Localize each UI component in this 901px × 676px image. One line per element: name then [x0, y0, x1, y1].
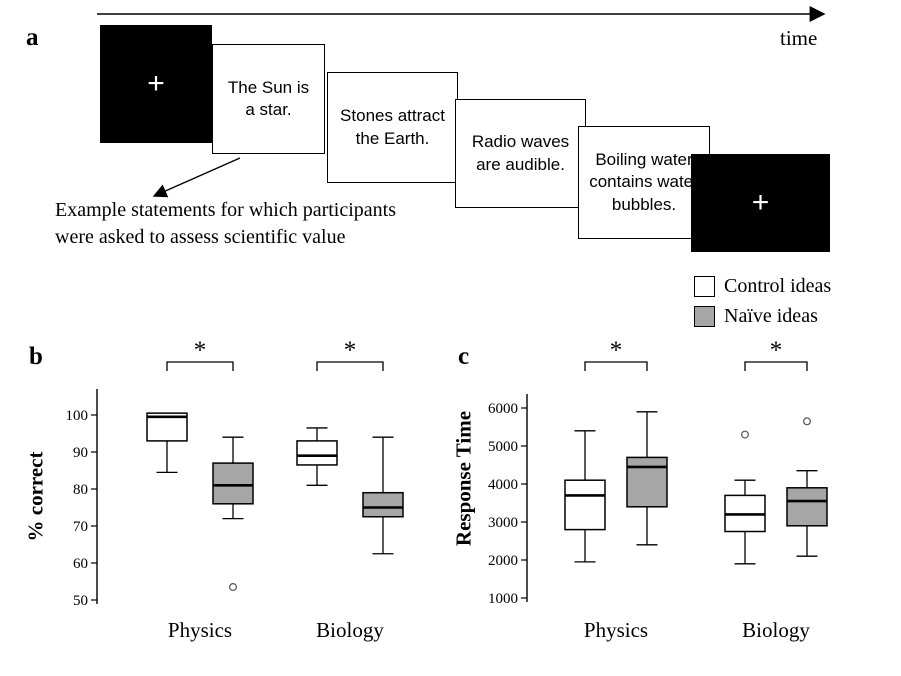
panel-a-label: a — [26, 24, 39, 51]
control-swatch — [694, 276, 715, 297]
naive-swatch — [694, 306, 715, 327]
category-label: Biology — [316, 618, 384, 642]
y-tick-label: 4000 — [488, 477, 518, 493]
time-axis-label: time — [780, 26, 818, 50]
stimulus-card-1: The Sun is a star. — [212, 44, 325, 154]
panel-b-label: b — [29, 343, 43, 370]
y-tick-label: 6000 — [488, 401, 518, 417]
stimulus-card-4: Boiling water contains water bubbles. — [578, 126, 710, 239]
y-tick-label: 70 — [73, 519, 88, 535]
y-tick-label: 60 — [73, 556, 88, 572]
legend: Control ideas Naïve ideas — [694, 275, 831, 328]
category-label: Physics — [168, 618, 232, 642]
significance-bracket — [584, 361, 648, 371]
outlier-point — [741, 430, 750, 439]
boxplot-panel-c: 1000 2000 3000 4000 5000 6000 Physics Biology * * — [488, 337, 828, 642]
significance-star: * — [770, 337, 783, 364]
fixation-screen-start: + — [100, 25, 212, 143]
panel-c-y-axis-label: Response Time — [451, 410, 476, 547]
y-tick-label: 100 — [66, 408, 89, 424]
time-arrow — [97, 6, 826, 22]
outlier-point — [803, 417, 812, 426]
fixation-screen-end: + — [691, 154, 830, 252]
caption-pointer-arrow — [152, 157, 241, 198]
significance-star: * — [610, 337, 623, 364]
y-tick-label: 1000 — [488, 591, 518, 607]
stimulus-text: Boiling water contains water bubbles. — [589, 149, 699, 214]
panel-c-label: c — [458, 343, 470, 370]
y-tick-label: 3000 — [488, 515, 518, 531]
category-label: Biology — [742, 618, 810, 642]
significance-bracket — [166, 361, 234, 371]
category-label: Physics — [584, 618, 648, 642]
legend-label: Control ideas — [724, 275, 832, 297]
y-tick-label: 80 — [73, 482, 88, 498]
box — [296, 440, 338, 466]
y-tick-label: 2000 — [488, 553, 518, 569]
stimulus-text: Radio waves are audible. — [471, 132, 570, 174]
stimulus-card-2: Stones attract the Earth. — [327, 72, 458, 183]
significance-bracket — [744, 361, 808, 371]
legend-item-naive: Naïve ideas — [694, 305, 831, 328]
legend-item-control: Control ideas — [694, 275, 831, 298]
fixation-cross: + — [147, 67, 165, 100]
box — [362, 491, 404, 518]
panel-a-caption: Example statements for which participant… — [55, 199, 397, 248]
box — [626, 456, 668, 508]
significance-star: * — [344, 337, 357, 364]
boxplot-panel-b: 50 60 70 80 90 100 Physics Biology * * — [66, 337, 404, 642]
y-tick-label: 5000 — [488, 439, 518, 455]
outlier-point — [229, 583, 238, 592]
box — [564, 479, 606, 531]
box — [212, 462, 254, 505]
significance-bracket — [316, 361, 384, 371]
legend-label: Naïve ideas — [724, 305, 818, 327]
y-tick-label: 90 — [73, 445, 88, 461]
stimulus-text: Stones attract the Earth. — [340, 106, 445, 148]
significance-star: * — [194, 337, 207, 364]
panel-b-y-axis-label: % correct — [23, 451, 48, 542]
stimulus-text: The Sun is a star. — [227, 77, 310, 119]
stimulus-card-3: Radio waves are audible. — [455, 99, 586, 208]
box — [786, 487, 828, 527]
y-tick-label: 50 — [73, 593, 88, 609]
fixation-cross: + — [751, 186, 770, 219]
